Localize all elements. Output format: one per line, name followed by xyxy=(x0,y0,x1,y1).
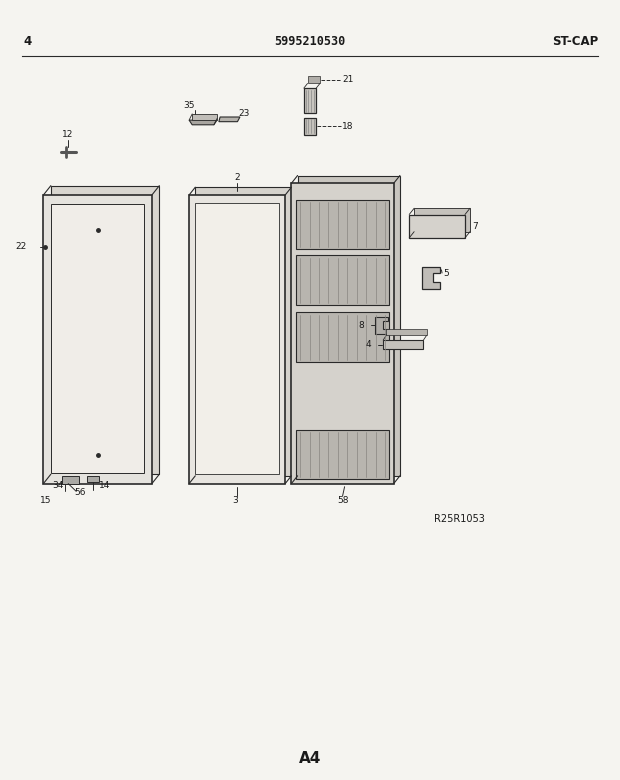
Text: 3: 3 xyxy=(232,496,238,505)
Text: 14: 14 xyxy=(99,481,110,491)
Text: A4: A4 xyxy=(299,750,321,766)
Bar xyxy=(304,118,316,135)
Bar xyxy=(298,176,400,476)
Text: 35: 35 xyxy=(183,101,195,110)
Bar xyxy=(62,476,79,484)
Bar xyxy=(386,329,427,335)
Text: ST-CAP: ST-CAP xyxy=(552,35,598,48)
Bar xyxy=(409,215,465,238)
Bar xyxy=(308,76,320,83)
Bar xyxy=(296,313,389,362)
Text: 5: 5 xyxy=(443,268,449,278)
Text: 4: 4 xyxy=(24,35,32,48)
Bar xyxy=(43,195,152,484)
Bar xyxy=(304,88,316,113)
Bar xyxy=(51,204,144,473)
Bar xyxy=(195,203,279,474)
Bar xyxy=(195,187,291,476)
Bar xyxy=(296,200,389,250)
Text: 7: 7 xyxy=(472,222,478,231)
Text: 4: 4 xyxy=(365,340,371,349)
Text: 22: 22 xyxy=(16,243,27,251)
Polygon shape xyxy=(189,120,217,125)
Text: 15: 15 xyxy=(40,496,52,505)
Text: R25R1053: R25R1053 xyxy=(434,514,485,523)
Polygon shape xyxy=(375,317,388,334)
Text: 2: 2 xyxy=(234,173,240,183)
Polygon shape xyxy=(422,267,440,289)
Bar xyxy=(383,340,423,349)
Text: 5995210530: 5995210530 xyxy=(275,35,345,48)
Text: 12: 12 xyxy=(62,130,73,140)
Text: eReplacementParts.com: eReplacementParts.com xyxy=(203,335,330,344)
Text: 23: 23 xyxy=(239,109,250,119)
Text: 34: 34 xyxy=(53,481,64,491)
Text: 8: 8 xyxy=(358,321,364,330)
Text: 21: 21 xyxy=(342,75,353,84)
Bar xyxy=(189,195,285,484)
Text: 58: 58 xyxy=(337,496,349,505)
Bar xyxy=(291,183,394,484)
Bar xyxy=(87,476,99,482)
Polygon shape xyxy=(192,114,217,120)
Bar xyxy=(51,186,159,474)
Text: 18: 18 xyxy=(342,122,354,131)
Polygon shape xyxy=(219,117,240,122)
Text: 56: 56 xyxy=(74,488,86,498)
Bar xyxy=(296,255,389,305)
Bar xyxy=(414,208,470,232)
Bar xyxy=(296,430,389,479)
